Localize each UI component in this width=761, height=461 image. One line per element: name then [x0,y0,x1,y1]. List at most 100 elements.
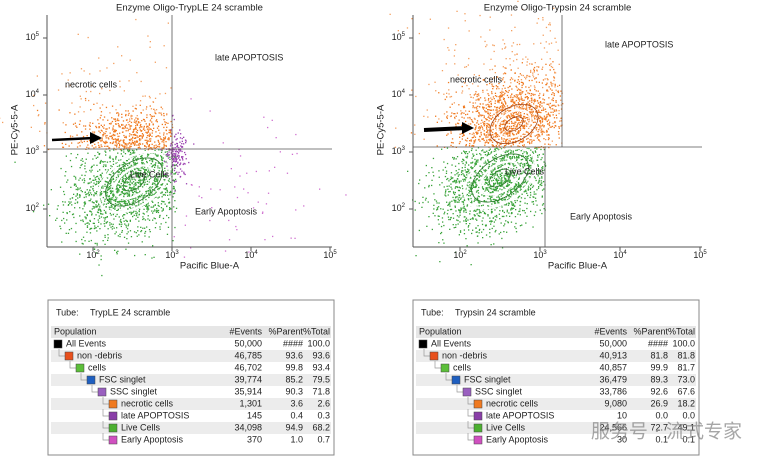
event-dot [136,144,138,146]
event-dot [150,108,153,110]
event-dot [134,254,136,257]
event-dot [115,123,117,125]
event-dot [521,155,523,158]
event-dot [463,209,465,212]
event-dot [88,124,91,126]
event-dot [163,193,165,196]
event-dot [477,147,480,149]
event-dot [454,197,457,199]
event-dot [85,194,87,196]
event-dot [87,182,89,184]
event-dot [441,182,443,184]
event-dot [100,186,103,188]
event-dot [113,62,115,65]
event-dot [170,87,172,89]
event-dot [142,118,145,121]
event-dot [129,149,131,151]
event-dot [468,110,470,112]
event-dot [501,107,503,109]
event-dot [501,123,503,126]
event-dot [473,142,475,144]
event-dot [88,193,90,196]
event-dot [130,166,132,168]
event-dot [461,160,463,163]
event-dot [472,136,474,139]
event-dot [466,113,469,115]
event-dot [470,184,473,187]
event-dot [137,175,139,177]
event-dot [410,132,413,134]
event-dot [523,185,525,188]
event-dot [495,155,497,158]
event-dot [485,162,487,165]
event-dot [515,184,517,186]
event-dot [550,111,552,113]
event-dot [176,144,179,147]
event-dot [165,154,167,156]
event-dot [524,165,526,167]
event-dot [139,208,141,210]
event-dot [161,159,164,162]
event-dot [125,176,128,179]
event-dot [496,76,499,78]
event-dot [511,157,513,159]
event-dot [88,99,90,102]
event-dot [180,133,182,135]
event-dot [497,202,499,204]
event-dot [174,181,176,183]
event-dot [448,202,450,204]
event-dot [137,169,139,171]
event-dot [538,118,541,120]
event-dot [515,187,518,189]
event-dot [554,84,556,86]
event-dot [512,141,514,143]
event-dot [478,212,480,214]
event-dot [494,202,497,204]
event-dot [514,137,516,140]
event-dot [122,217,125,219]
event-dot [95,183,97,185]
event-dot [499,95,501,97]
event-dot [77,197,79,199]
event-dot [129,154,131,156]
event-dot [163,146,165,148]
event-dot [169,181,172,184]
event-dot [122,200,124,203]
event-dot [117,203,120,205]
event-dot [133,231,136,233]
event-dot [106,134,108,137]
event-dot [111,138,113,140]
event-dot [479,153,481,155]
event-dot [152,193,154,196]
event-dot [239,155,242,157]
event-dot [159,167,161,169]
event-dot [123,90,125,92]
event-dot [443,161,445,163]
event-dot [538,111,540,113]
event-dot [488,205,490,207]
event-dot [142,197,144,199]
event-dot [517,118,519,120]
event-dot [68,201,70,203]
event-dot [479,215,481,217]
event-dot [506,143,508,145]
event-dot [30,126,32,128]
event-dot [538,179,540,181]
event-dot [133,144,136,146]
event-dot [446,116,448,118]
event-dot [209,219,211,222]
event-dot [507,181,509,183]
event-dot [117,235,119,237]
event-dot [494,100,497,102]
event-dot [88,194,90,197]
event-dot [500,165,502,168]
event-dot [93,248,96,250]
event-dot [510,182,512,184]
event-dot [148,178,151,181]
event-dot [472,217,474,219]
event-dot [490,200,492,202]
event-dot [166,113,168,115]
event-dot [494,202,496,205]
event-dot [493,225,495,227]
